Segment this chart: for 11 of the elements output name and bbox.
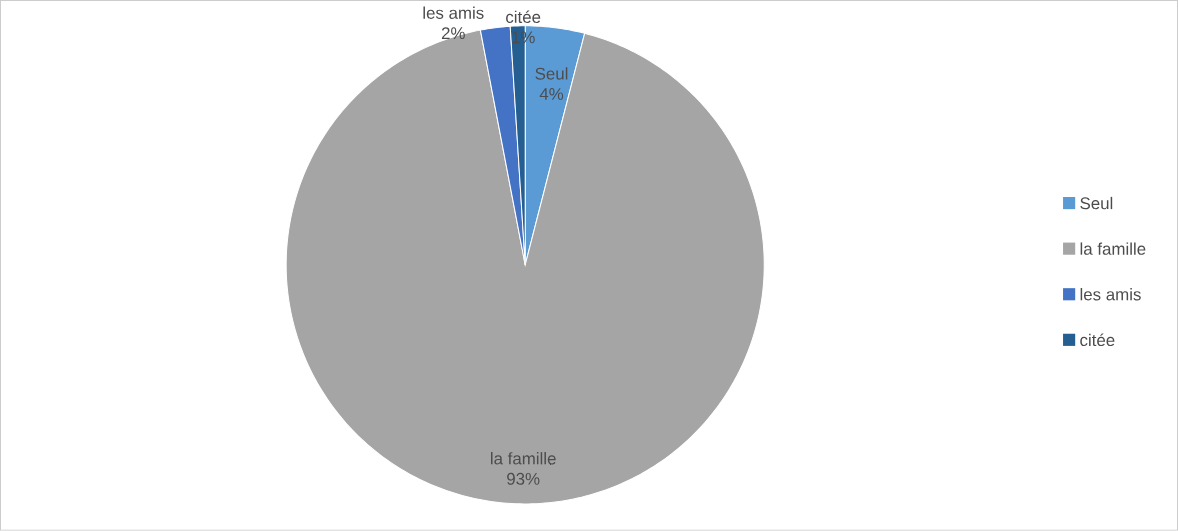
legend-label: les amis: [1080, 288, 1141, 301]
slice-label: les amis: [423, 6, 484, 20]
legend-label: citée: [1080, 333, 1115, 347]
slice-label: citée: [506, 10, 541, 24]
legend-label: la famille: [1080, 242, 1146, 255]
legend-label: Seul: [1080, 196, 1113, 210]
data-label: 93%: [507, 472, 540, 485]
data-label: 4%: [539, 88, 564, 100]
data-label: 2%: [441, 27, 465, 40]
slice-label: Seul: [535, 67, 568, 80]
slice-label: la famille: [491, 452, 556, 465]
